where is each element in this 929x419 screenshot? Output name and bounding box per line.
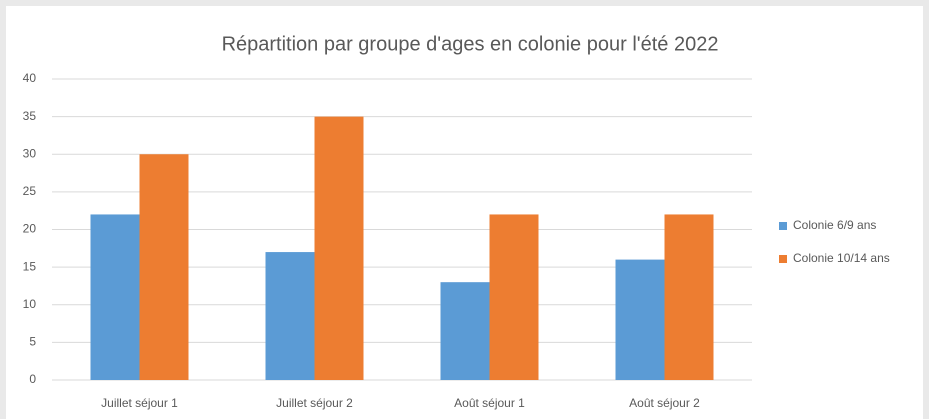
x-tick-label: Août séjour 1 [454, 396, 525, 410]
y-tick-label: 10 [23, 297, 37, 311]
legend-label: Colonie 10/14 ans [793, 251, 890, 265]
bar [615, 259, 665, 380]
bar [440, 282, 490, 380]
y-tick-label: 15 [23, 259, 37, 273]
y-tick-label: 5 [29, 335, 36, 349]
x-tick-label: Août séjour 2 [629, 396, 700, 410]
legend-swatch [779, 255, 787, 263]
bar [489, 214, 539, 380]
y-tick-label: 40 [23, 71, 37, 85]
chart-title: Répartition par groupe d'ages en colonie… [222, 33, 719, 55]
y-tick-label: 30 [23, 146, 37, 160]
y-tick-label: 25 [23, 184, 37, 198]
bar [90, 214, 140, 380]
bar [664, 214, 714, 380]
legend-label: Colonie 6/9 ans [793, 218, 876, 232]
y-tick-label: 35 [23, 109, 37, 123]
bar [139, 154, 189, 380]
y-tick-label: 20 [23, 222, 37, 236]
bar [314, 116, 364, 380]
bar [265, 252, 315, 380]
x-tick-label: Juillet séjour 1 [101, 396, 178, 410]
y-tick-label: 0 [29, 372, 36, 386]
x-tick-label: Juillet séjour 2 [276, 396, 353, 410]
legend-swatch [779, 222, 787, 230]
